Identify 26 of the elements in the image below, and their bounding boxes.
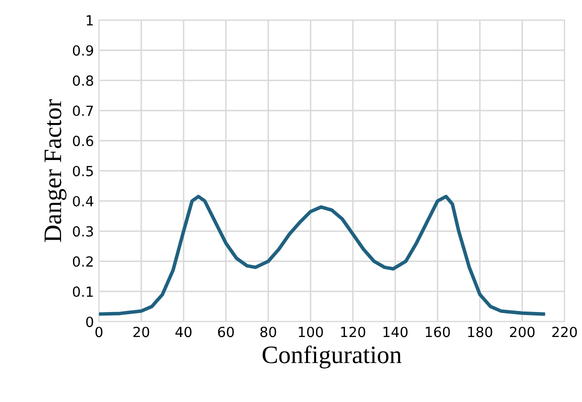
x-tick-label: 180 bbox=[468, 326, 492, 338]
x-axis-title: Configuration bbox=[262, 345, 402, 368]
x-tick-label: 160 bbox=[426, 326, 450, 338]
y-tick-label: 0.3 bbox=[72, 226, 93, 237]
x-tick-label: 80 bbox=[260, 326, 276, 338]
y-tick-label: 1 bbox=[86, 15, 93, 26]
y-tick-label: 0.4 bbox=[72, 196, 94, 206]
x-tick-label: 20 bbox=[133, 326, 150, 338]
x-tick-label: 0 bbox=[95, 326, 102, 338]
y-tick-label: 0.8 bbox=[72, 75, 94, 86]
y-tick-label: 0 bbox=[86, 316, 94, 328]
x-tick-label: 200 bbox=[510, 326, 535, 338]
x-tick-label: 140 bbox=[384, 326, 408, 338]
y-tick-label: 0.7 bbox=[72, 106, 93, 116]
y-axis-title: Danger Factor bbox=[44, 99, 66, 242]
y-tick-label: 0.9 bbox=[72, 45, 94, 56]
y-tick-label: 0.1 bbox=[72, 286, 93, 297]
x-tick-label: 40 bbox=[175, 326, 192, 338]
x-tick-label: 220 bbox=[552, 326, 577, 338]
y-tick-label: 0.2 bbox=[72, 256, 93, 267]
y-tick-label: 0.6 bbox=[72, 136, 94, 146]
y-tick-label: 0.5 bbox=[72, 166, 93, 176]
x-tick-label: 100 bbox=[298, 326, 323, 338]
line-series bbox=[98, 194, 546, 316]
x-tick-label: 120 bbox=[341, 326, 366, 338]
x-tick-label: 60 bbox=[218, 326, 234, 338]
